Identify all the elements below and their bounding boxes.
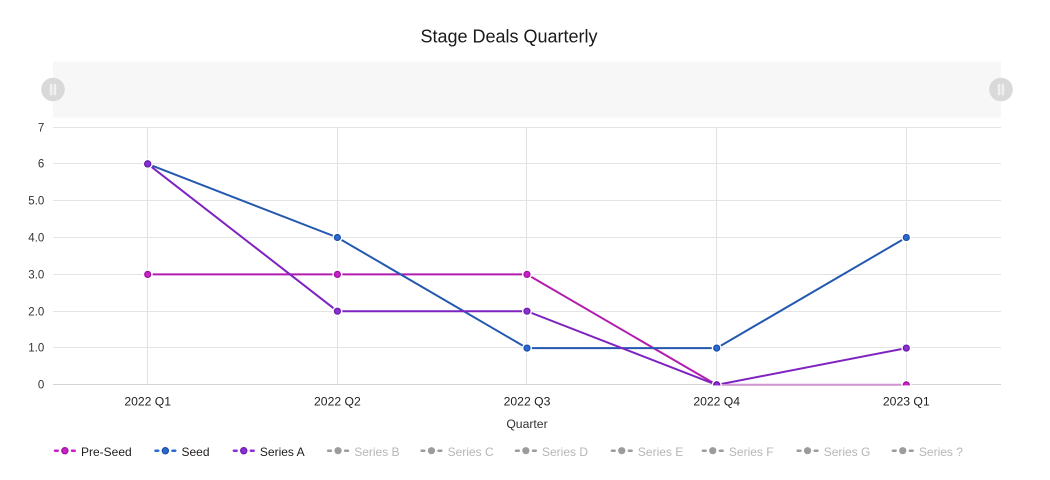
svg-text:Series E: Series E	[638, 445, 683, 459]
svg-text:2.0: 2.0	[28, 307, 44, 319]
svg-text:2022 Q2: 2022 Q2	[314, 394, 361, 408]
svg-text:Seed: Seed	[182, 445, 210, 459]
svg-text:5.0: 5.0	[28, 196, 44, 208]
svg-text:Series C: Series C	[448, 445, 494, 459]
svg-text:Series A: Series A	[260, 445, 305, 459]
svg-text:Series F: Series F	[729, 445, 774, 459]
svg-text:2022 Q1: 2022 Q1	[124, 394, 171, 408]
svg-text:Series G: Series G	[824, 445, 871, 459]
svg-text:Series ?: Series ?	[919, 445, 963, 459]
svg-text:7: 7	[38, 123, 44, 135]
svg-text:Series D: Series D	[542, 445, 588, 459]
svg-text:Quarter: Quarter	[506, 417, 547, 431]
svg-text:6: 6	[38, 159, 44, 171]
svg-text:1.0: 1.0	[28, 343, 44, 355]
svg-text:0: 0	[38, 380, 44, 392]
svg-text:3.0: 3.0	[28, 270, 44, 282]
svg-text:2022 Q3: 2022 Q3	[504, 394, 551, 408]
svg-text:Pre-Seed: Pre-Seed	[81, 445, 132, 459]
svg-text:4.0: 4.0	[28, 233, 44, 245]
svg-text:Series B: Series B	[354, 445, 399, 459]
svg-text:2023 Q1: 2023 Q1	[883, 394, 930, 408]
svg-text:2022 Q4: 2022 Q4	[693, 394, 740, 408]
svg-text:Stage Deals Quarterly: Stage Deals Quarterly	[420, 27, 597, 47]
